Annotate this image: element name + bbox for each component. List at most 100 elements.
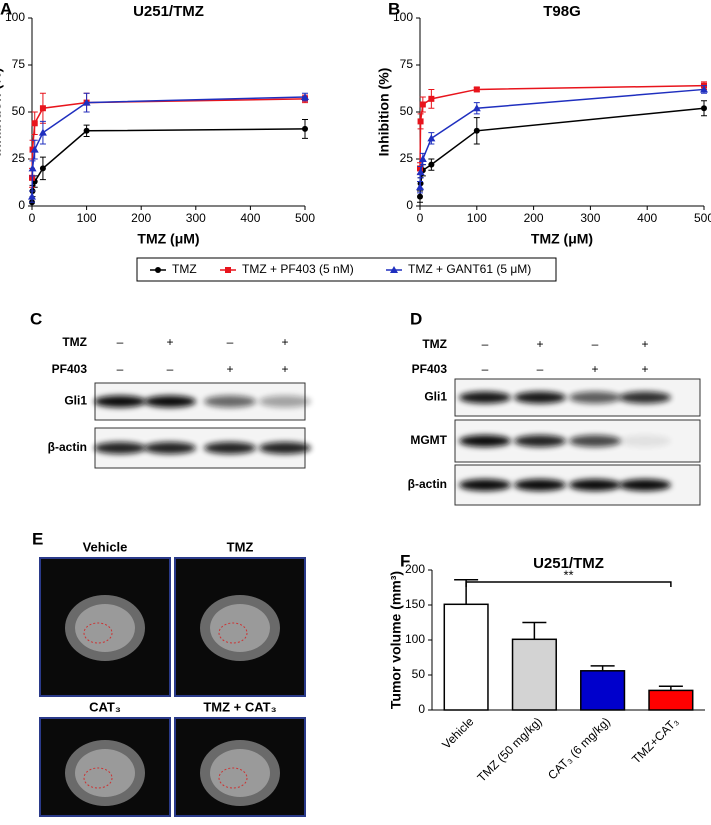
point [83, 127, 90, 134]
chart-title: U251/TMZ [533, 555, 604, 572]
point [301, 92, 309, 100]
treatment-sign: – [482, 337, 489, 351]
brain-scan-inner [210, 749, 270, 797]
treatment-sign: + [641, 362, 648, 376]
blot-band [94, 395, 146, 408]
point [28, 164, 37, 172]
series-line [31, 128, 306, 203]
treatment-sign: – [117, 335, 124, 349]
treatment-sign: – [482, 362, 489, 376]
treatment-sign: – [227, 335, 234, 349]
band-label: Gli1 [424, 390, 447, 404]
blot-band [619, 435, 671, 447]
blot-band [569, 479, 621, 491]
point [473, 86, 480, 93]
point [390, 266, 398, 273]
brain-scan-inner [75, 749, 135, 797]
blot-band [459, 391, 511, 404]
blot-band [94, 442, 146, 454]
panel-label: B [388, 0, 400, 18]
blot-band [259, 442, 311, 454]
series-line [419, 88, 705, 188]
y-tick-label: 25 [12, 151, 26, 165]
image-label: TMZ + CAT₃ [203, 699, 276, 714]
panel-label: E [32, 529, 43, 548]
treatment-sign: – [167, 362, 174, 376]
treatment-sign: + [536, 337, 543, 351]
panel-label: D [410, 309, 422, 328]
image-label: CAT₃ [89, 699, 121, 714]
point [225, 267, 231, 273]
y-tick-label: 150 [405, 597, 425, 611]
point [428, 95, 435, 102]
chart-title: U251/TMZ [133, 3, 204, 20]
panel-label: F [400, 551, 410, 570]
tumor-outline [83, 767, 113, 789]
error-bar [522, 621, 547, 640]
y-tick-label: 0 [418, 702, 425, 716]
point [418, 155, 427, 162]
blot-band [144, 442, 196, 454]
treatment-sign: + [641, 337, 648, 351]
legend-box [136, 257, 557, 282]
x-tick-label: 100 [77, 211, 97, 225]
y-tick-label: 0 [406, 198, 413, 212]
x-axis-label: TMZ (μM) [137, 231, 199, 247]
legend-label: TMZ [172, 262, 197, 276]
blot-band [619, 391, 671, 404]
point [427, 134, 436, 142]
blot-band [514, 479, 566, 491]
y-tick-label: 100 [393, 10, 413, 24]
image-label: Vehicle [83, 539, 128, 554]
blot-band [569, 435, 621, 447]
blot-band [204, 395, 256, 408]
tumor-outline [83, 622, 113, 644]
y-axis-label: Inhibition (%) [0, 68, 4, 157]
bar [648, 689, 694, 711]
series-line [419, 84, 705, 169]
point [428, 161, 435, 168]
blot-band [144, 395, 196, 408]
panel-label: C [30, 309, 42, 328]
tumor-outline [218, 622, 248, 644]
y-axis-label: Inhibition (%) [376, 68, 392, 157]
treatment-sign: – [117, 362, 124, 376]
y-tick-label: 75 [12, 57, 26, 71]
point [28, 192, 36, 200]
bar [443, 603, 489, 711]
legend-label: TMZ + PF403 (5 nM) [242, 262, 354, 276]
treatment-sign: + [281, 362, 288, 376]
y-tick-label: 25 [400, 151, 414, 165]
blot-band [459, 435, 511, 447]
point [472, 104, 481, 112]
panel-label: A [0, 0, 12, 18]
x-tick-label: 500 [694, 211, 711, 225]
treatment-label: TMZ [422, 337, 447, 351]
series-line [31, 98, 306, 178]
treatment-sign: + [226, 362, 233, 376]
significance-label: ** [563, 567, 573, 582]
blot-band [514, 391, 566, 404]
point [302, 125, 308, 132]
y-tick-label: 50 [412, 667, 426, 681]
treatment-sign: + [591, 362, 598, 376]
point [30, 145, 39, 153]
y-tick-label: 100 [405, 632, 425, 646]
significance-bracket [465, 581, 672, 587]
point [31, 120, 38, 127]
point [155, 267, 161, 273]
blot-band [619, 479, 671, 491]
y-tick-label: 75 [400, 57, 414, 71]
treatment-label: PF403 [412, 362, 448, 376]
x-tick-label: CAT₃ (6 mg/kg) [545, 714, 613, 782]
x-tick-label: 200 [524, 211, 544, 225]
blot-band [204, 442, 256, 454]
point [38, 128, 47, 136]
y-tick-label: 0 [18, 198, 25, 212]
point [417, 118, 424, 125]
chart-title: T98G [543, 3, 581, 20]
blot-band [569, 391, 621, 404]
point [419, 101, 426, 108]
band-label: β-actin [408, 477, 447, 491]
error-bar [590, 665, 615, 671]
